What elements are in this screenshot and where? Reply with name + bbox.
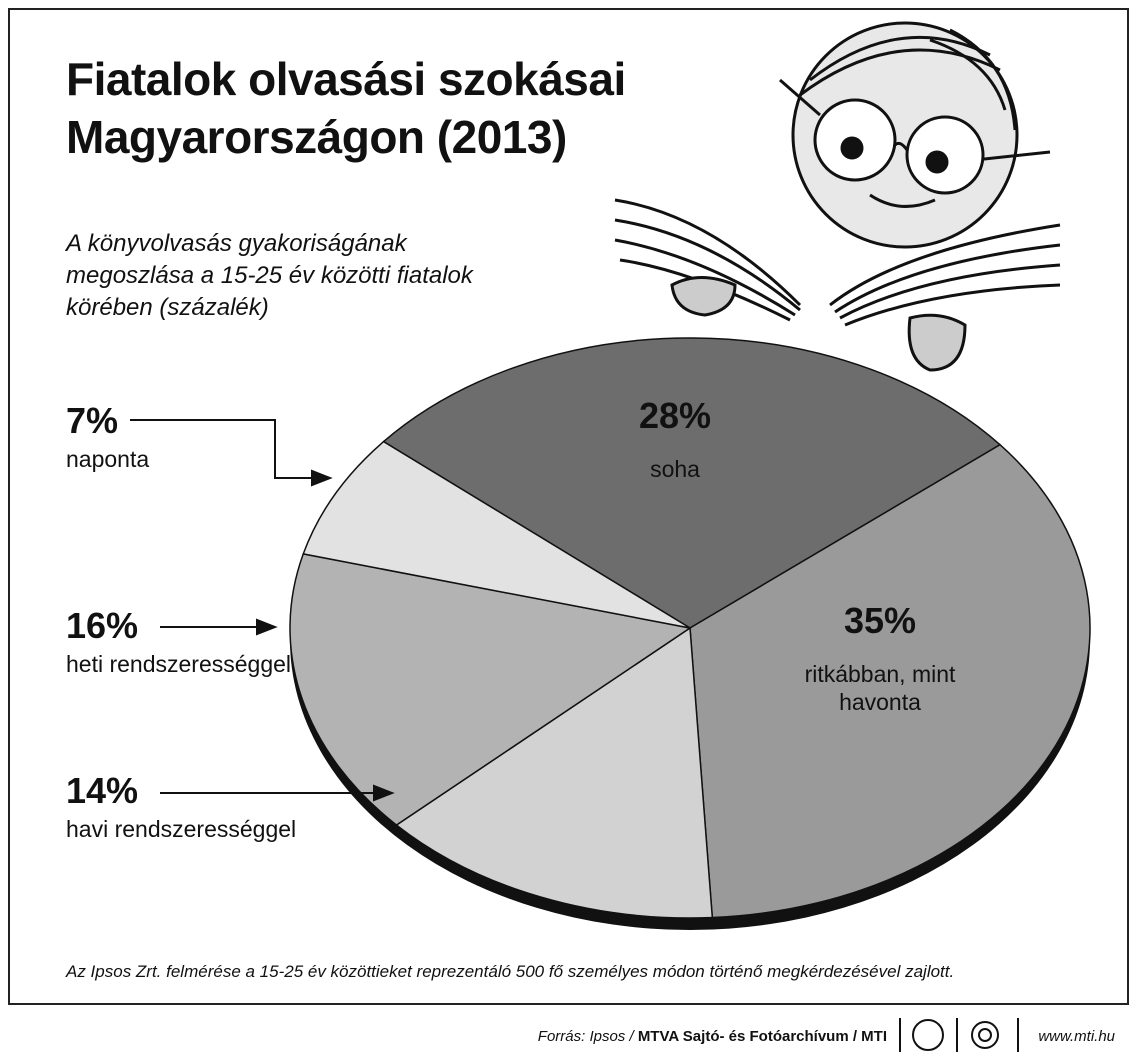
footnote: Az Ipsos Zrt. felmérése a 15-25 év közöt…: [66, 962, 954, 982]
category-label: ritkábban, mint havonta: [780, 660, 980, 716]
category-label: soha: [575, 455, 775, 483]
chart-title: Fiatalok olvasási szokásai Magyarországo…: [66, 50, 706, 166]
category-label: havi rendszerességgel: [66, 815, 386, 843]
chart-subtitle: A könyvolvasás gyakoriságának megoszlása…: [66, 228, 506, 324]
source-text: Forrás: Ipsos /: [538, 1028, 634, 1045]
value-label: 7%: [66, 400, 266, 442]
website: www.mti.hu: [1038, 1028, 1115, 1045]
value-label: 16%: [66, 605, 306, 647]
value-label: 14%: [66, 770, 386, 812]
value-label: 35%: [780, 600, 980, 642]
footer-logos: [900, 1018, 1018, 1052]
source: Forrás: Ipsos / MTVA Sajtó- és Fotóarchí…: [538, 1028, 887, 1045]
category-label: naponta: [66, 445, 266, 473]
source-bold: MTVA Sajtó- és Fotóarchívum / MTI: [638, 1028, 887, 1045]
value-label: 28%: [575, 395, 775, 437]
infographic: Fiatalok olvasási szokásai Magyarországo…: [0, 0, 1137, 1062]
category-label: heti rendszerességgel: [66, 650, 306, 678]
